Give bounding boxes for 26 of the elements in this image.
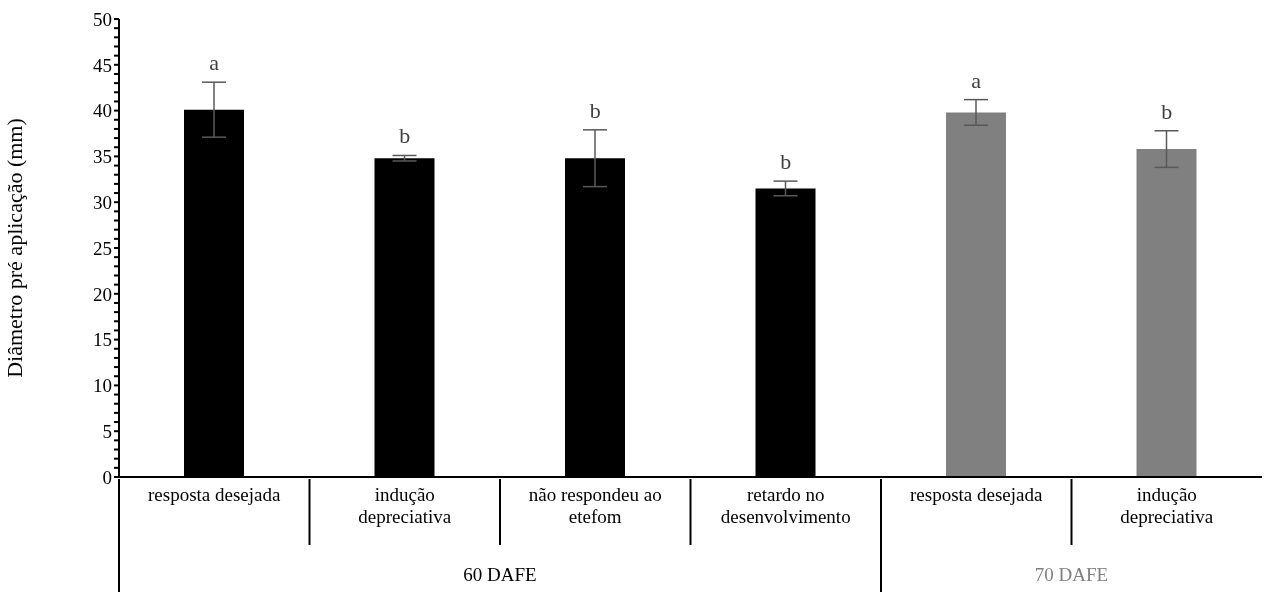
x-tick-label: retardo no desenvolvimento (720, 484, 851, 527)
annotation: a (971, 67, 982, 93)
annotation: b (399, 123, 411, 149)
text: 70 DAFE (1034, 564, 1109, 585)
annotation: b (1161, 98, 1173, 124)
annotation: a (209, 50, 220, 76)
y-tick-label: 35 (93, 146, 112, 168)
x-tick-label: resposta desejada (148, 484, 282, 505)
y-tick-label: 5 (102, 420, 112, 442)
x-tick-label: indução depreciativa (358, 484, 452, 527)
x-tick-label: resposta desejada (910, 484, 1044, 505)
y-tick-label: 45 (93, 54, 112, 76)
y-tick-label: 10 (93, 375, 112, 397)
x-tick-label: indução depreciativa (1120, 484, 1214, 527)
y-tick-label: 50 (93, 8, 112, 30)
y-tick-label: 30 (93, 191, 112, 213)
x-tick-label: não respondeu ao etefom (528, 484, 662, 527)
annotation: b (780, 149, 792, 175)
y-tick-label: 15 (93, 329, 112, 351)
y-axis-title: Diâmetro pré aplicação (mm) (1, 118, 27, 378)
y-tick-label: 20 (93, 283, 112, 305)
annotation: b (589, 97, 601, 123)
text: 60 DAFE (463, 564, 537, 585)
y-tick-label: 0 (102, 466, 112, 488)
y-tick-label: 40 (93, 100, 112, 122)
y-tick-label: 25 (93, 237, 112, 259)
